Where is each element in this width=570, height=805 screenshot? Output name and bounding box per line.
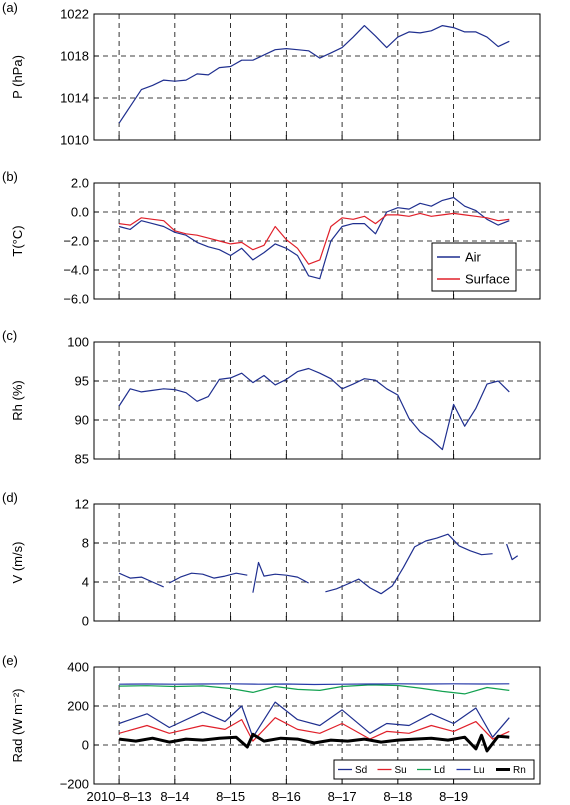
x-axis-labels: 2010–8–13 8–14 8–15 8–16 8–17 8–18 8–19 bbox=[87, 789, 468, 804]
x-tick-label: 8–17 bbox=[328, 789, 357, 804]
y-axis-label: P (hPa) bbox=[10, 55, 25, 99]
series-line-lu bbox=[119, 683, 510, 686]
panel-label: (e) bbox=[2, 653, 18, 668]
legend-entry: Ld bbox=[434, 765, 445, 776]
y-tick-label: −6.0 bbox=[63, 292, 89, 307]
series-line bbox=[325, 533, 493, 595]
panel-3: 85 90 95 100 (c) Rh (%) bbox=[2, 328, 541, 467]
plot-frame bbox=[93, 13, 541, 141]
panel-label: (b) bbox=[2, 169, 18, 184]
plot-frame bbox=[93, 666, 541, 785]
x-tick-label: 8–18 bbox=[383, 789, 412, 804]
y-tick-label: 1022 bbox=[60, 7, 89, 22]
y-tick-label: 12 bbox=[75, 497, 89, 512]
x-tick-label: 8–14 bbox=[160, 789, 189, 804]
series-line-sd bbox=[118, 701, 510, 738]
panel-label: (a) bbox=[2, 0, 18, 15]
series-line-air bbox=[118, 196, 510, 280]
y-tick-label: −200 bbox=[60, 777, 89, 792]
y-axis-label: Rad (W m⁻²) bbox=[10, 688, 25, 762]
panel-label: (d) bbox=[2, 490, 18, 505]
y-tick-label: 1014 bbox=[60, 91, 89, 106]
x-tick-label: 2010–8–13 bbox=[87, 789, 152, 804]
y-tick-label: 4 bbox=[82, 575, 89, 590]
legend-entry: Su bbox=[395, 765, 407, 776]
panel-1: 1010 1014 1018 1022 (a) P (hPa) bbox=[2, 0, 541, 148]
panel-label: (c) bbox=[2, 328, 17, 343]
y-tick-label: 8 bbox=[82, 536, 89, 551]
panel-5: −200 0 200 400 (e) Rad (W m⁻²) Sd Su Ld Lu Rn bbox=[2, 653, 541, 792]
legend-entry: Lu bbox=[474, 765, 485, 776]
y-tick-label: 0.0 bbox=[71, 205, 89, 220]
legend-entry: Sd bbox=[355, 765, 367, 776]
x-tick-label: 8–19 bbox=[439, 789, 468, 804]
series-line bbox=[252, 561, 309, 593]
y-tick-label: 400 bbox=[67, 660, 89, 675]
series-line bbox=[169, 572, 248, 584]
plot-frame bbox=[93, 503, 541, 622]
legend-entry: Surface bbox=[465, 272, 510, 287]
legend-box bbox=[333, 759, 535, 780]
y-tick-label: 1018 bbox=[60, 49, 89, 64]
y-axis-label: V (m/s) bbox=[10, 542, 25, 584]
series-line bbox=[118, 572, 164, 588]
y-tick-label: 100 bbox=[67, 335, 89, 350]
series-line-ld bbox=[119, 684, 510, 695]
y-tick-label: −4.0 bbox=[63, 263, 89, 278]
y-tick-label: 0 bbox=[82, 738, 89, 753]
y-tick-label: 0 bbox=[82, 614, 89, 629]
panel-4: 0 4 8 12 (d) V (m/s) bbox=[2, 490, 541, 629]
legend-entry: Air bbox=[465, 250, 482, 265]
y-tick-label: 200 bbox=[67, 699, 89, 714]
x-tick-label: 8–15 bbox=[216, 789, 245, 804]
legend-box bbox=[431, 242, 517, 292]
y-tick-label: 1010 bbox=[60, 133, 89, 148]
series-line bbox=[118, 367, 510, 451]
x-tick-label: 8–16 bbox=[272, 789, 301, 804]
y-tick-label: 90 bbox=[75, 413, 89, 428]
y-axis-label: Rh (%) bbox=[10, 380, 25, 420]
legend-entry: Rn bbox=[513, 765, 526, 776]
y-tick-label: 95 bbox=[75, 374, 89, 389]
series-line bbox=[506, 543, 519, 561]
series-line-rn bbox=[118, 732, 510, 753]
panel-2: −6.0 −4.0 −2.0 0.0 2.0 (b) T(°C) Air Surface bbox=[2, 169, 541, 307]
y-tick-label: −2.0 bbox=[63, 234, 89, 249]
series-line bbox=[118, 25, 510, 124]
series-line-su bbox=[118, 717, 510, 742]
plot-frame bbox=[93, 341, 541, 460]
series-line-surface bbox=[119, 212, 510, 265]
y-axis-label: T(°C) bbox=[10, 225, 25, 256]
y-tick-label: 85 bbox=[75, 452, 89, 467]
y-tick-label: 2.0 bbox=[71, 176, 89, 191]
